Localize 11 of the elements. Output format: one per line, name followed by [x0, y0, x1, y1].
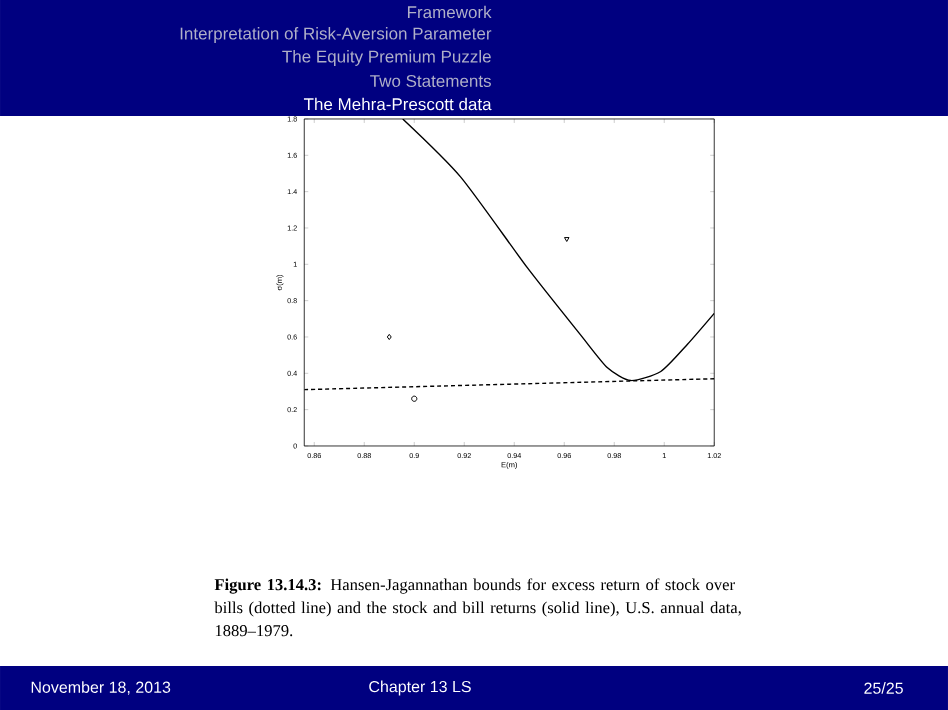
point	[411, 395, 418, 402]
text: Figure 13.14.3: Hansen-Jagannathan bounds for excess return of stock over bills (dotted line) and the stock and bill returns (solid line), U.S. annual data, 1889–1979.	[214, 578, 741, 637]
text: November 18, 2013	[31, 681, 171, 695]
text: 25/25	[864, 682, 903, 694]
text: The Equity Premium Puzzle	[282, 50, 491, 66]
text: Framework	[407, 5, 492, 19]
text: Chapter 13 LS	[369, 680, 471, 696]
point	[386, 333, 392, 341]
text: The Mehra-Prescott data	[303, 97, 492, 111]
text: Interpretation of Risk-Aversion Parameter	[180, 27, 492, 43]
text: Two Statements	[370, 74, 491, 87]
